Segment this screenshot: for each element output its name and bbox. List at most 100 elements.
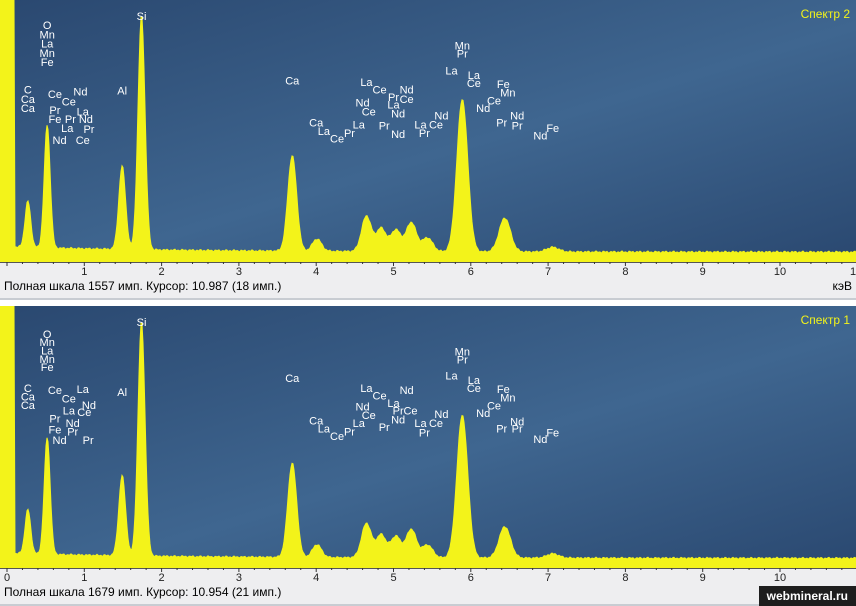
x-tick-label: 9 (700, 266, 706, 276)
element-label: Pr (496, 424, 507, 436)
element-label: Mn (40, 337, 55, 349)
element-label: Ce (362, 107, 376, 119)
element-label: Nd (476, 103, 490, 115)
spectrum-curve (0, 0, 856, 262)
element-label: Nd (510, 416, 524, 428)
peak-point (551, 248, 554, 251)
x-tick-label: 2 (159, 266, 165, 276)
spectrum-curve (0, 306, 856, 568)
x-tick-label: 2 (159, 572, 165, 582)
peak-point (426, 546, 429, 549)
panel-divider (0, 300, 856, 306)
peak-point (410, 530, 413, 533)
element-label: Nd (533, 434, 547, 446)
x-tick-label: 3 (236, 572, 242, 582)
peak-point (121, 478, 124, 481)
element-label: Pr (393, 405, 404, 417)
element-label: Ce (76, 135, 90, 147)
spectrum-title: Спектр 2 (801, 7, 851, 21)
peak-point (291, 157, 294, 160)
x-tick-label: 1 (81, 572, 87, 582)
x-tick-label: 8 (622, 572, 628, 582)
peak-point (26, 206, 29, 209)
peak-point (315, 240, 318, 243)
x-tick-label: 7 (545, 572, 551, 582)
x-axis-2: 1 2 3 4 5 6 7 8 9 10 1 (0, 262, 856, 276)
element-label: Nd (82, 400, 96, 412)
element-label: Ce (362, 410, 376, 422)
element-label: Ce (487, 96, 501, 108)
element-label: C (24, 383, 32, 395)
peak-point (121, 169, 124, 172)
element-label: La (77, 384, 90, 396)
element-label: La (414, 418, 427, 430)
peak-point (140, 324, 143, 327)
element-label: Nd (400, 385, 414, 397)
element-label: La (445, 65, 458, 77)
element-label: Ce (467, 78, 481, 90)
element-label: Nd (434, 110, 448, 122)
element-label: Pr (379, 422, 390, 434)
element-label: Ca (309, 415, 324, 427)
peak-point (426, 239, 429, 242)
element-label: O (43, 329, 52, 341)
x-tick-label: 10 (774, 572, 786, 582)
element-label: O (43, 20, 52, 32)
status-bar-1: Полная шкала 1679 имп. Курсор: 10.954 (2… (0, 582, 856, 604)
element-label: Fe (546, 427, 559, 439)
element-label: Ce (429, 120, 443, 132)
element-label: Pr (67, 426, 78, 438)
element-label: Pr (419, 128, 430, 140)
element-label: Ce (429, 418, 443, 430)
peak-point (365, 524, 368, 527)
spectrum-panel-2: Si O Mn La Mn Fe C Ca Ca Ce Ce Nd Pr Fe Pr La Nd La Pr Nd Ce… (0, 0, 856, 300)
element-label: Ce (487, 401, 501, 413)
peak-point (315, 546, 318, 549)
element-label: Mn (500, 87, 515, 99)
element-label: La (41, 346, 54, 358)
element-label: Ce (330, 431, 344, 443)
element-label: La (387, 99, 400, 111)
element-label: Ce (48, 89, 62, 101)
element-label: Ca (285, 75, 300, 87)
element-label: Fe (41, 57, 54, 69)
element-label: Mn (500, 392, 515, 404)
x-tick-label: 4 (313, 266, 319, 276)
element-label: Pr (83, 435, 94, 447)
element-label: Nd (391, 109, 405, 121)
element-label: Pr (83, 124, 94, 136)
element-label: Pr (512, 424, 523, 436)
element-label: Ce (62, 97, 76, 109)
element-label: Pr (49, 414, 60, 426)
element-label: Nd (53, 135, 67, 147)
element-label: Pr (379, 120, 390, 132)
element-label: Ce (400, 94, 414, 106)
element-label: Pr (344, 128, 355, 140)
element-label: La (445, 370, 458, 382)
watermark: webmineral.ru (758, 586, 856, 606)
x-tick-label: 7 (545, 266, 551, 276)
peak-point (46, 441, 49, 444)
x-tick-label: 5 (390, 266, 396, 276)
element-label: Fe (41, 362, 54, 374)
element-label: La (353, 120, 366, 132)
element-label: Pr (344, 426, 355, 438)
element-label: La (360, 383, 373, 395)
peak-point (291, 464, 294, 467)
x-unit-label: кэВ (832, 279, 852, 293)
element-label: Fe (497, 384, 510, 396)
x-tick-label: 1 (81, 266, 87, 276)
element-label: Nd (73, 86, 87, 98)
element-label: Nd (79, 114, 93, 126)
element-label: Al (117, 86, 127, 98)
element-label: Ce (403, 405, 417, 417)
element-label: La (468, 70, 481, 82)
element-label: Ce (373, 85, 387, 97)
element-label: Mn (40, 48, 55, 60)
peak-point (461, 100, 464, 103)
spectrum-panel-1: Si O Mn La Mn Fe C Ca Ca Ce La Ce Nd Ce La Pr Nd Fe Pr Nd Pr… (0, 306, 856, 606)
element-label: Ce (467, 383, 481, 395)
element-label: Mn (455, 346, 470, 358)
